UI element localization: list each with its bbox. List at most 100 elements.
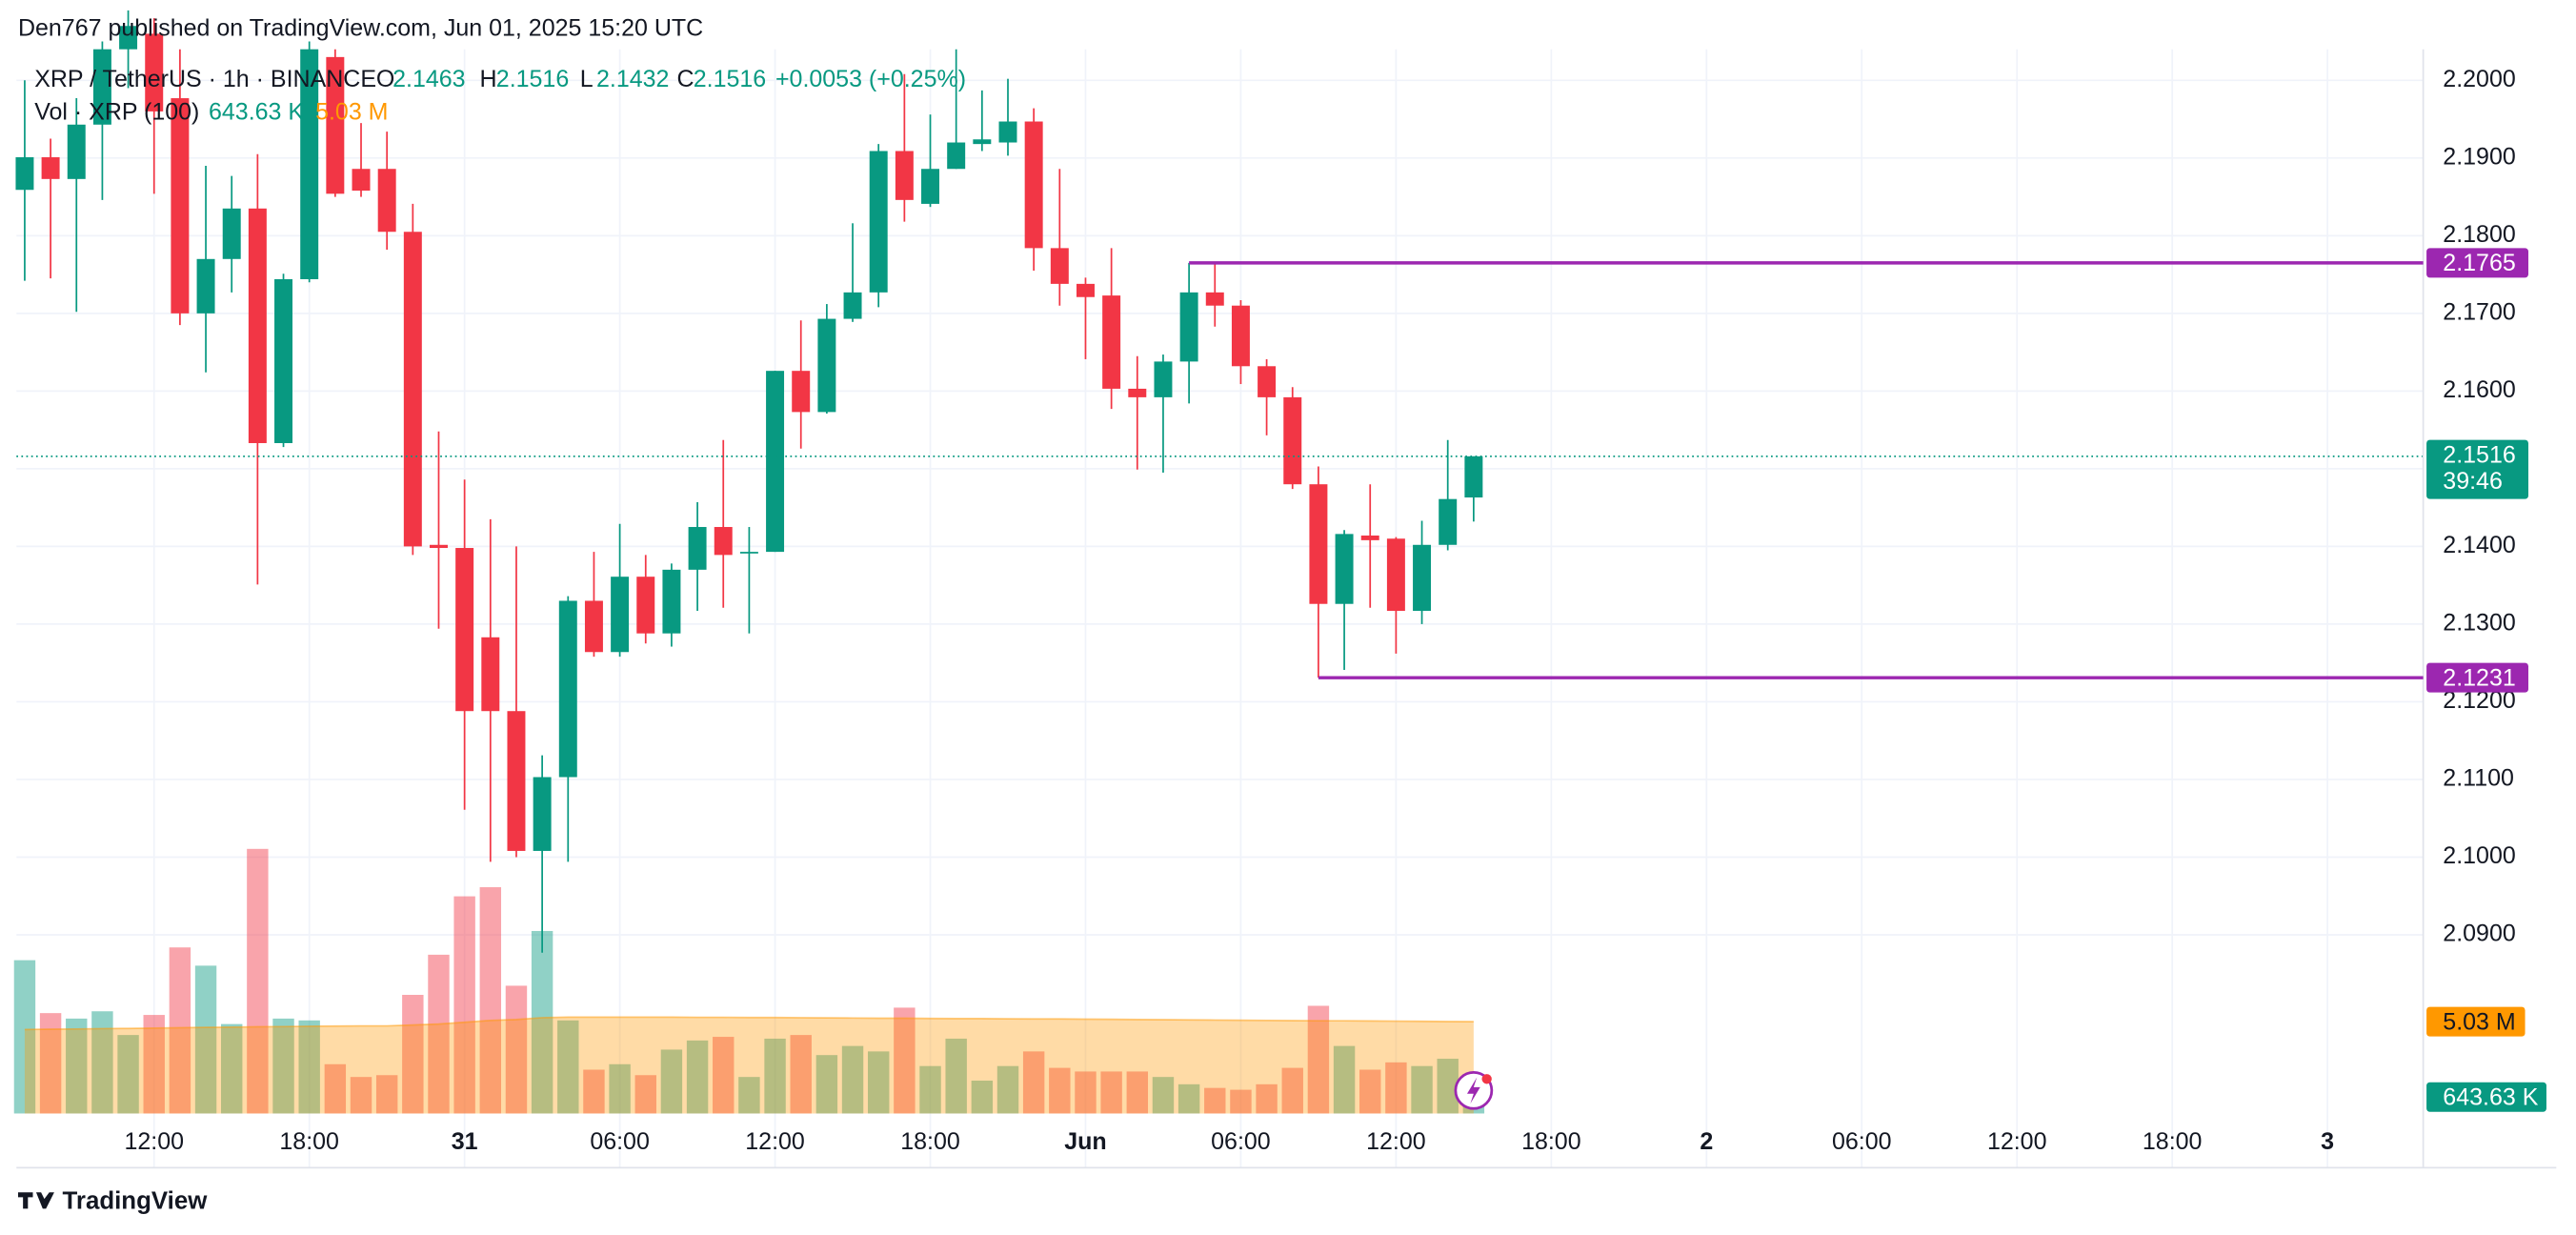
volume-bar <box>1230 1089 1252 1114</box>
volume-bar <box>1022 1051 1045 1114</box>
logo-bolt <box>1466 1077 1480 1104</box>
volume-ma-area <box>24 1017 1474 1114</box>
candle-body <box>1154 361 1173 397</box>
volume-bar <box>13 960 36 1114</box>
candle-body <box>1439 498 1458 545</box>
x-tick-label: 18:00 <box>279 1128 339 1155</box>
y-tick-label: 2.1300 <box>2443 610 2515 637</box>
x-tick-label: 31 <box>452 1128 478 1155</box>
ohlc-key: C <box>676 66 694 92</box>
volume-bar <box>1100 1071 1122 1114</box>
volume-bar <box>453 896 475 1114</box>
y-tick-label: 2.1600 <box>2443 376 2515 403</box>
volume-bar <box>66 1018 88 1114</box>
volume-bar <box>634 1075 656 1114</box>
candle-body <box>739 552 758 554</box>
tv-logo-mark <box>17 1192 54 1209</box>
volume-ma-axis-label: 5.03 M <box>2443 1008 2515 1035</box>
volume-bar <box>479 887 502 1114</box>
candle-body <box>352 169 371 192</box>
volume-bar <box>583 1069 605 1114</box>
candle-body <box>714 527 733 556</box>
candle-body <box>248 208 267 443</box>
volume-bar <box>1359 1069 1381 1114</box>
volume-bar <box>815 1055 838 1114</box>
ohlc-value: 2.1516 <box>694 66 766 92</box>
ohlc-value: 2.1432 <box>596 66 669 92</box>
volume-bar <box>1385 1062 1407 1114</box>
x-tick-label: 06:00 <box>590 1128 650 1155</box>
candle-body <box>377 169 396 233</box>
candle-body <box>300 49 319 279</box>
change-label: +0.0053 (+0.25%) <box>775 66 966 92</box>
candle-body <box>817 318 836 413</box>
volume-ma-legend: 5.03 M <box>315 99 388 126</box>
volume-bar <box>169 947 191 1114</box>
volume-bar <box>1075 1071 1097 1114</box>
candle-body <box>430 544 448 549</box>
level-label: 2.1765 <box>2443 250 2515 276</box>
volume-bar <box>557 1020 579 1114</box>
candle-body <box>766 371 785 553</box>
volume-bar <box>39 1013 62 1114</box>
candle-body <box>662 569 681 634</box>
volume-bar <box>945 1038 967 1114</box>
volume-box <box>2426 1082 2546 1112</box>
x-tick-label: 18:00 <box>1521 1128 1581 1155</box>
last-price-box <box>2426 439 2528 499</box>
candle-body <box>1386 538 1405 612</box>
volume-bar <box>764 1038 786 1114</box>
volume-bar <box>919 1065 941 1114</box>
candle-body <box>274 278 293 443</box>
volume-bar <box>428 954 450 1114</box>
volume-bar <box>505 985 528 1114</box>
y-tick-label: 2.1900 <box>2443 143 2515 170</box>
level-label: 2.1231 <box>2443 664 2515 691</box>
candle-body <box>1231 305 1250 367</box>
candle-body <box>973 139 992 145</box>
volume-bar <box>247 848 269 1114</box>
y-tick-label: 2.2000 <box>2443 66 2515 92</box>
countdown-label: 39:46 <box>2443 468 2503 495</box>
volume-bar <box>221 1023 243 1114</box>
candle-body <box>171 98 190 314</box>
logo <box>1454 1071 1494 1110</box>
volume-bar <box>531 930 553 1114</box>
candle-body <box>636 577 655 634</box>
y-tick-label: 2.1700 <box>2443 298 2515 325</box>
volume-bar <box>738 1077 760 1114</box>
x-tick-label: 2 <box>1700 1128 1713 1155</box>
candle-body <box>1076 283 1095 297</box>
volume-bar <box>324 1063 347 1114</box>
volume-bar <box>91 1011 113 1114</box>
x-tick-label: 12:00 <box>745 1128 805 1155</box>
y-tick-label: 2.1100 <box>2443 765 2514 792</box>
volume-bar <box>894 1007 916 1114</box>
volume-bar <box>375 1075 398 1114</box>
volume-bar <box>996 1065 1019 1114</box>
candle-body <box>403 232 422 547</box>
ohlc-value: 2.1463 <box>392 66 465 92</box>
volume-bar <box>660 1049 683 1114</box>
candle-body <box>67 124 86 179</box>
x-tick-label: Jun <box>1064 1128 1106 1155</box>
volume-ma-line <box>24 1016 1474 1031</box>
logo-dot <box>1481 1074 1492 1084</box>
candle-body <box>921 169 940 204</box>
candle-body <box>1128 388 1147 397</box>
candle-body <box>947 142 966 170</box>
volume-bar <box>272 1018 294 1114</box>
volume-ma-box <box>2426 1006 2526 1037</box>
candle-body <box>145 33 164 111</box>
x-tick-label: 06:00 <box>1211 1128 1271 1155</box>
volume-bar <box>1049 1067 1071 1114</box>
candle-body <box>895 151 914 200</box>
x-tick-label: 06:00 <box>1832 1128 1892 1155</box>
volume-bar <box>841 1045 864 1114</box>
x-tick-label: 18:00 <box>900 1128 960 1155</box>
candle-body <box>792 371 811 413</box>
volume-bar <box>971 1081 994 1114</box>
volume-bar <box>1204 1087 1226 1114</box>
x-tick-label: 18:00 <box>2143 1128 2203 1155</box>
candle-body <box>1179 292 1198 362</box>
